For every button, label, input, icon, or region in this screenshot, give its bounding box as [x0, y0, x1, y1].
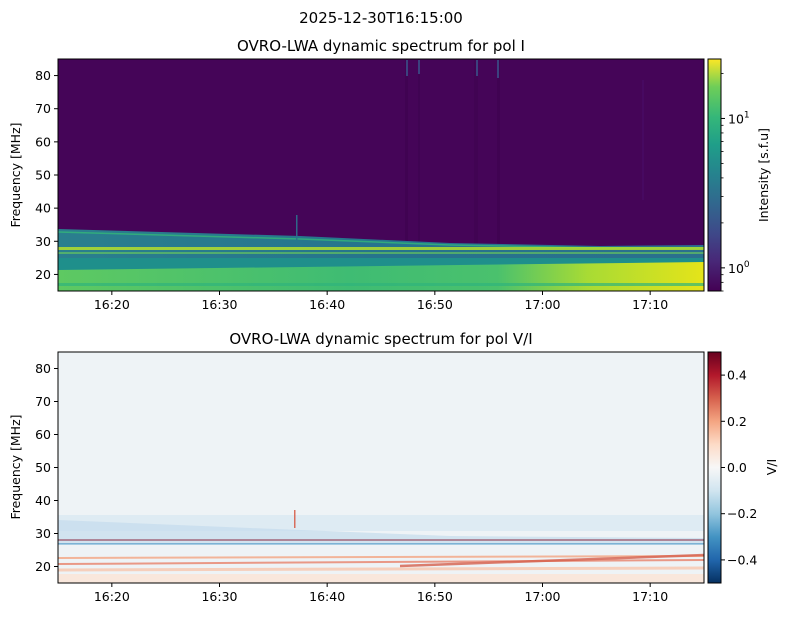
colorbar-vi-ticks: 0.4 0.2 0.0 −0.2 −0.4 — [721, 368, 757, 567]
panel2-xtick-label: 16:50 — [417, 589, 453, 604]
colorbar-intensity-tick-label: 101 — [728, 110, 750, 126]
panel1-xtick-label: 16:30 — [201, 297, 237, 312]
panel2-ylabel: Frequency [MHz] — [8, 414, 23, 519]
colorbar-vi-tick-label: −0.2 — [727, 506, 757, 521]
panel1-plot-area — [57, 59, 704, 291]
colorbar-intensity-tick-label: 100 — [728, 260, 750, 276]
colorbar-intensity-tick-exponent: 1 — [744, 110, 750, 120]
panel2-ytick-label: 80 — [35, 361, 51, 376]
panel2-title: OVRO-LWA dynamic spectrum for pol V/I — [229, 330, 532, 348]
panel2-ytick-label: 30 — [35, 526, 51, 541]
panel2-ticks: 16:20 16:30 16:40 16:50 17:00 17:10 20 30 40 50 60… — [35, 361, 668, 604]
panel1-title: OVRO-LWA dynamic spectrum for pol I — [237, 37, 525, 55]
panel1-ytick-label: 40 — [35, 201, 51, 216]
colorbar-vi-tick-label: 0.2 — [727, 414, 747, 429]
panel2-ytick-label: 70 — [35, 394, 51, 409]
figure-suptitle: 2025-12-30T16:15:00 — [299, 9, 463, 27]
panel1-ytick-label: 70 — [35, 101, 51, 116]
panel1-ytick-label: 20 — [35, 267, 51, 282]
panel2-plot-area — [57, 352, 705, 583]
panel2-ytick-label: 20 — [35, 559, 51, 574]
panel1-ticks: 16:20 16:30 16:40 16:50 17:00 17:10 20 30 40 50 60… — [35, 68, 668, 312]
panel2-xtick-label: 16:20 — [94, 589, 130, 604]
panel1-xtick-label: 16:20 — [94, 297, 130, 312]
panel2-xtick-label: 16:30 — [201, 589, 237, 604]
panel1-ytick-label: 60 — [35, 134, 51, 149]
panel2-xtick-label: 16:40 — [309, 589, 345, 604]
panel2-ytick-label: 40 — [35, 493, 51, 508]
colorbar-vi — [707, 351, 722, 584]
panel1-ytick-label: 50 — [35, 168, 51, 183]
panel2-ytick-label: 50 — [35, 460, 51, 475]
panel1-xtick-label: 16:40 — [309, 297, 345, 312]
panel2-ytick-label: 60 — [35, 427, 51, 442]
colorbar-intensity — [707, 58, 722, 292]
panel1-xtick-label: 17:00 — [524, 297, 560, 312]
colorbar-intensity-tick-exponent: 0 — [744, 260, 750, 270]
colorbar-vi-label: V/I — [764, 459, 779, 475]
panel1-ytick-label: 30 — [35, 234, 51, 249]
panel1-ytick-label: 80 — [35, 68, 51, 83]
panel2-xtick-label: 17:10 — [632, 589, 668, 604]
panel1-xtick-label: 17:10 — [632, 297, 668, 312]
colorbar-vi-tick-label: 0.4 — [727, 368, 747, 383]
colorbar-vi-tick-label: 0.0 — [727, 460, 747, 475]
colorbar-vi-tick-label: −0.4 — [727, 552, 757, 567]
panel2-xtick-label: 17:00 — [524, 589, 560, 604]
panel1-xtick-label: 16:50 — [417, 297, 453, 312]
colorbar-intensity-label: Intensity [s.f.u] — [756, 128, 771, 222]
panel1-ylabel: Frequency [MHz] — [8, 122, 23, 227]
colorbar-intensity-tick-base: 10 — [728, 261, 744, 276]
colorbar-intensity-tick-base: 10 — [728, 111, 744, 126]
